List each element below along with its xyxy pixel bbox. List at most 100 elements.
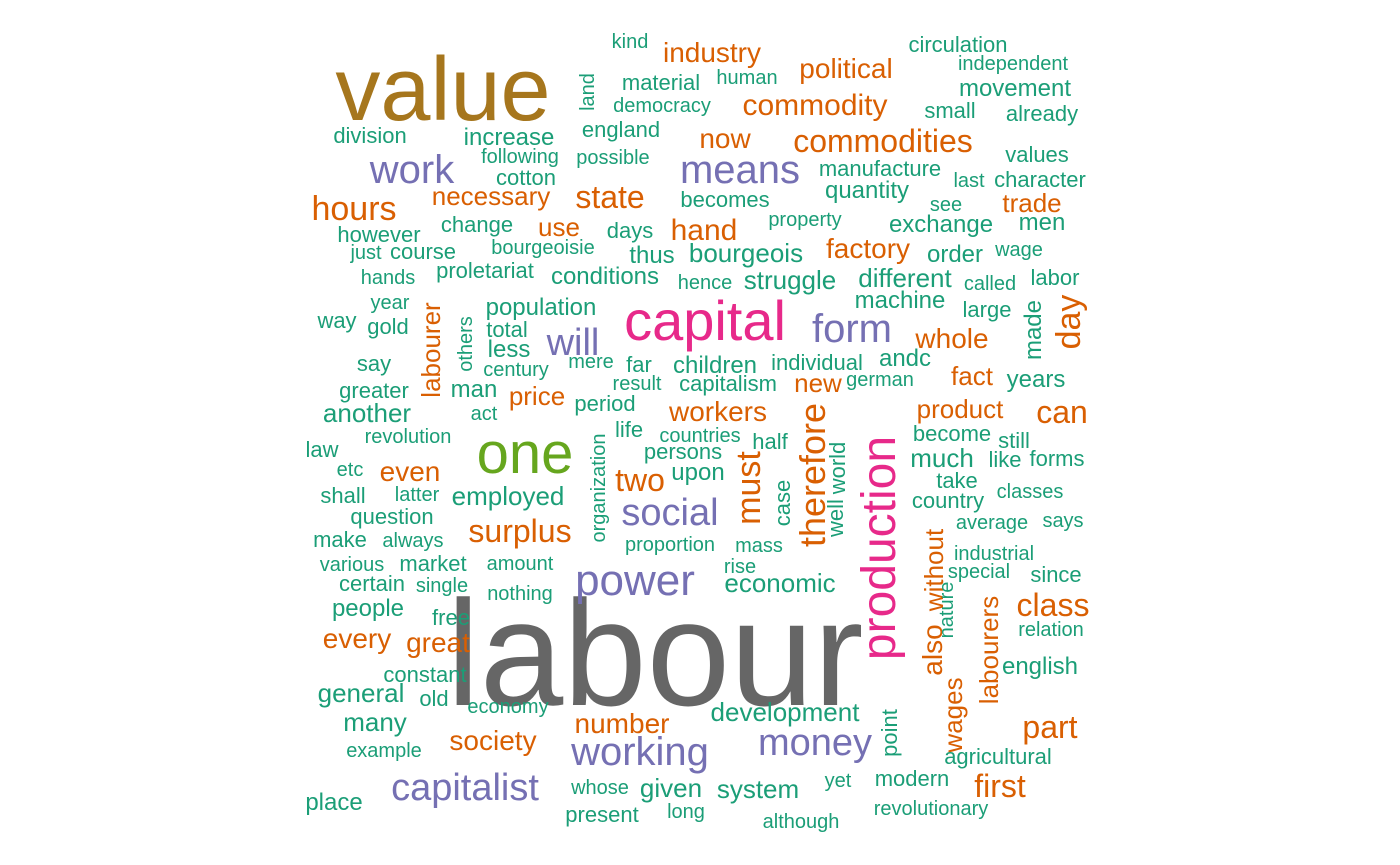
word-fact: fact	[951, 361, 994, 391]
word-class: class	[1017, 587, 1090, 623]
word-take: take	[936, 468, 978, 493]
word-shall: shall	[320, 483, 365, 508]
word-various: various	[320, 554, 384, 576]
word-labourer: labourer	[416, 302, 446, 398]
word-century: century	[483, 359, 549, 381]
word-constant: constant	[383, 662, 466, 687]
word-already: already	[1006, 101, 1078, 126]
word-relation: relation	[1018, 619, 1084, 641]
word-long: long	[667, 801, 705, 823]
word-case: case	[770, 480, 795, 526]
word-part: part	[1022, 709, 1077, 745]
word-conditions: conditions	[551, 263, 659, 290]
word-increase: increase	[464, 124, 555, 151]
word-still: still	[998, 428, 1030, 453]
word-greater: greater	[339, 378, 409, 403]
word-society: society	[449, 725, 536, 756]
word-period: period	[574, 391, 635, 416]
word-bourgeois: bourgeois	[689, 238, 803, 268]
word-capital: capital	[624, 289, 786, 352]
word-individual: individual	[771, 350, 863, 375]
word-since: since	[1030, 562, 1081, 587]
word-general: general	[318, 678, 405, 708]
word-wage: wage	[994, 239, 1043, 261]
word-capitalism: capitalism	[679, 371, 777, 396]
word-population: population	[486, 294, 597, 321]
word-land: land	[577, 73, 599, 111]
word-result: result	[613, 373, 662, 395]
word-whose: whose	[570, 777, 629, 799]
word-certain: certain	[339, 571, 405, 596]
word-although: although	[763, 811, 840, 833]
word-present: present	[565, 802, 638, 827]
word-proportion: proportion	[625, 534, 715, 556]
word-rise: rise	[724, 556, 756, 578]
word-much: much	[910, 443, 974, 473]
word-product: product	[917, 394, 1004, 424]
word-division: division	[333, 123, 406, 148]
word-act: act	[471, 403, 498, 425]
word-movement: movement	[959, 75, 1071, 102]
word-special: special	[948, 561, 1010, 583]
word-free: free	[432, 605, 470, 630]
word-classes: classes	[997, 481, 1064, 503]
word-now: now	[699, 123, 751, 154]
word-says: says	[1042, 510, 1083, 532]
word-new: new	[794, 368, 842, 398]
word-material: material	[622, 70, 700, 95]
word-persons: persons	[644, 439, 722, 464]
word-small: small	[924, 98, 975, 123]
word-hence: hence	[678, 272, 733, 294]
word-amount: amount	[487, 553, 554, 575]
word-day: day	[1050, 295, 1088, 350]
word-also: also	[917, 624, 948, 675]
word-given: given	[640, 773, 702, 803]
word-made: made	[1020, 300, 1047, 360]
word-exchange: exchange	[889, 211, 993, 238]
word-market: market	[399, 551, 466, 576]
word-always: always	[382, 530, 443, 552]
word-economy: economy	[467, 696, 548, 718]
word-kind: kind	[612, 31, 649, 53]
word-means: means	[680, 148, 800, 192]
word-different: different	[858, 263, 952, 293]
word-hours: hours	[311, 190, 396, 228]
word-others: others	[455, 316, 477, 372]
word-can: can	[1036, 394, 1088, 430]
word-upon: upon	[671, 459, 724, 486]
word-labor: labor	[1031, 265, 1080, 290]
word-must: must	[730, 451, 768, 525]
word-like: like	[988, 447, 1021, 472]
word-money: money	[758, 722, 872, 764]
word-way: way	[316, 308, 356, 333]
word-labour: labour	[447, 569, 864, 737]
word-wages: wages	[938, 677, 968, 753]
word-great: great	[406, 627, 470, 658]
word-hand: hand	[671, 214, 738, 247]
word-men: men	[1019, 209, 1066, 236]
word-make: make	[313, 527, 367, 552]
word-country: country	[912, 488, 984, 513]
word-life: life	[615, 417, 643, 442]
word-industrial: industrial	[954, 543, 1034, 565]
word-revolutionary: revolutionary	[874, 798, 989, 820]
word-well: well	[823, 499, 848, 538]
word-children: children	[673, 352, 757, 379]
word-mass: mass	[735, 535, 783, 557]
word-trade: trade	[1002, 188, 1061, 218]
word-average: average	[956, 512, 1028, 534]
word-place: place	[305, 789, 362, 816]
word-social: social	[621, 492, 718, 534]
word-system: system	[717, 774, 799, 804]
word-therefore: therefore	[792, 403, 833, 547]
word-following: following	[481, 146, 559, 168]
word-work: work	[369, 148, 455, 192]
word-one: one	[477, 421, 574, 486]
word-etc: etc	[337, 459, 364, 481]
word-property: property	[768, 209, 841, 231]
word-course: course	[390, 239, 456, 264]
word-number: number	[575, 708, 670, 739]
word-becomes: becomes	[680, 187, 769, 212]
word-mere: mere	[568, 351, 614, 373]
word-value: value	[335, 40, 550, 140]
